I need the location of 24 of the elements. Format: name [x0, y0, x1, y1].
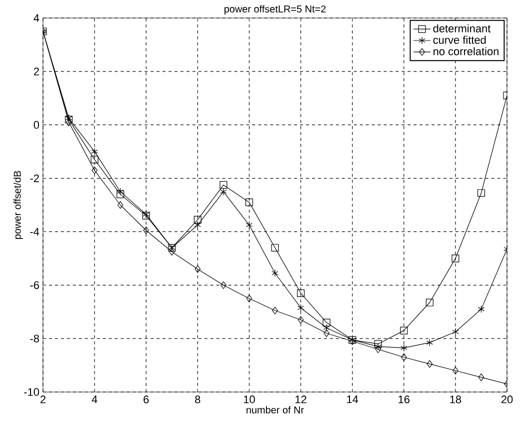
y-tick-label: -8 — [30, 334, 39, 342]
x-tick-label: 8 — [195, 396, 200, 404]
x-tick-label: 6 — [144, 396, 149, 404]
y-axis-title: power offset/dB — [14, 171, 23, 239]
x-axis-title: number of Nr — [246, 406, 304, 414]
y-tick-label: 4 — [34, 14, 40, 22]
y-tick-label: 0 — [34, 120, 40, 129]
x-tick-label: 2 — [40, 396, 46, 404]
x-tick-label: 12 — [296, 396, 306, 404]
y-tick-label: 2 — [34, 68, 39, 76]
y-tick-label: -4 — [30, 228, 40, 236]
y-tick-label: -10 — [24, 388, 40, 396]
y-tick-label: -2 — [30, 174, 39, 182]
x-tick-label: 14 — [347, 396, 358, 404]
x-tick-label: 10 — [244, 396, 255, 404]
x-tick-label: 4 — [92, 396, 98, 404]
x-tick-label: 18 — [450, 396, 462, 404]
legend-label: determinant — [433, 24, 491, 32]
chart-title: power offsetLR=5 Nt=2 — [224, 5, 326, 14]
y-tick-label: -6 — [30, 281, 39, 290]
x-tick-label: 20 — [501, 396, 513, 404]
x-tick-label: 16 — [398, 396, 410, 404]
legend-label: curve fitted — [433, 36, 486, 44]
legend-label: no correlation — [434, 47, 498, 56]
